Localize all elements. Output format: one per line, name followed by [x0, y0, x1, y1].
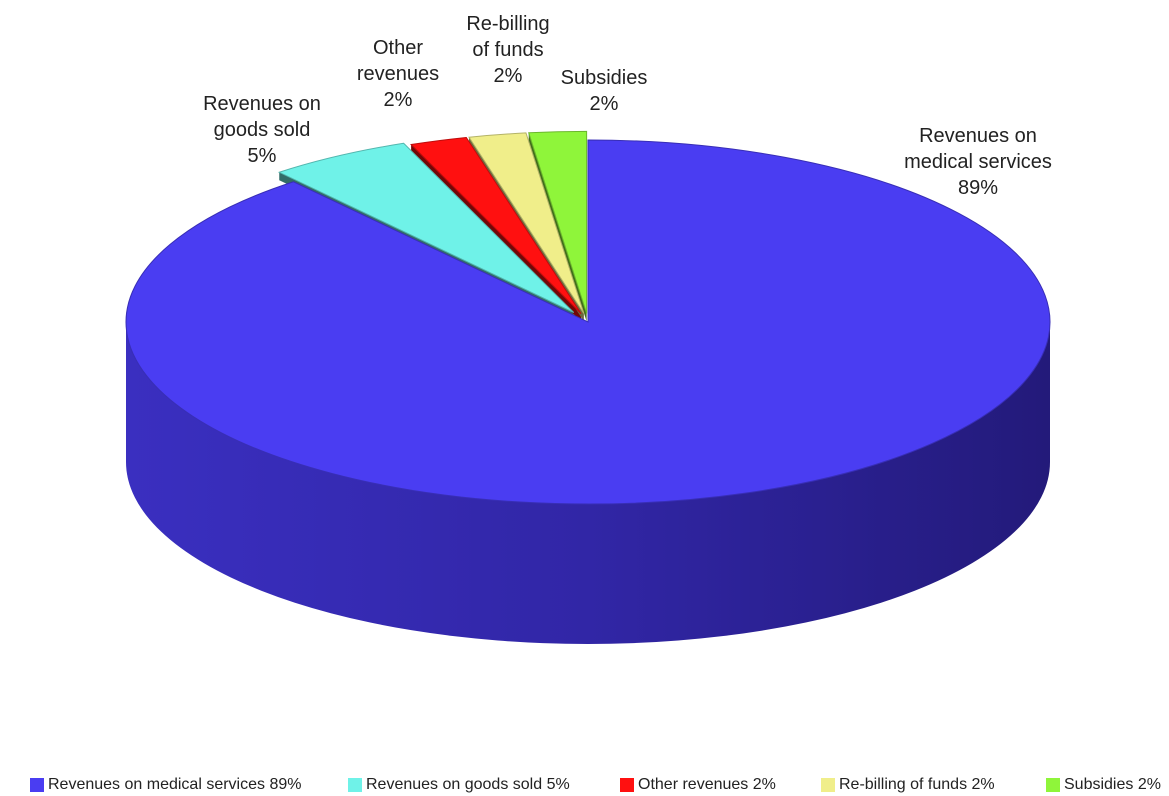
slice-other-revenues	[410, 136, 582, 315]
slice-label-revenues-on-medical-services: Revenues on medical services 89%	[904, 125, 1052, 199]
legend-label: Subsidies 2%	[1064, 776, 1161, 793]
legend-item-subsidies: Subsidies 2%	[1046, 776, 1161, 794]
slice-label-line: goods sold	[214, 119, 311, 141]
slice-label-line: Other	[373, 37, 423, 59]
slice-percent-subsidies: 2%	[590, 93, 619, 115]
legend-label: Revenues on goods sold 5%	[366, 776, 570, 793]
legend-item-revenues-on-medical-services: Revenues on medical services 89%	[30, 776, 301, 794]
legend: Revenues on medical services 89% Revenues…	[0, 776, 1169, 796]
slice-percent-revenues-on-medical-services: 89%	[958, 177, 998, 199]
legend-swatch	[30, 778, 44, 792]
slice-label-line: Revenues on	[919, 125, 1037, 147]
slice-label-line: revenues	[357, 63, 439, 85]
legend-label: Revenues on medical services 89%	[48, 776, 302, 793]
slice-side-subsidies	[528, 132, 587, 322]
slice-label-other-revenues: Other revenues 2%	[357, 37, 439, 111]
slice-percent-re-billing-of-funds: 2%	[494, 65, 523, 87]
slice-label-line: of funds	[472, 39, 543, 61]
slice-subsidies	[528, 130, 588, 314]
legend-label: Re-billing of funds 2%	[839, 776, 995, 793]
slice-side-revenues-on-medical-services	[126, 322, 1050, 644]
slice-label-re-billing-of-funds: Re-billing of funds 2%	[466, 13, 549, 87]
slice-label-line: medical services	[904, 151, 1052, 173]
slice-labels: Revenues on medical services 89%Revenues o…	[203, 13, 1052, 199]
slice-label-revenues-on-goods-sold: Revenues on goods sold 5%	[203, 93, 321, 167]
slice-re-billing-of-funds	[468, 132, 585, 314]
legend-label: Other revenues 2%	[638, 776, 776, 793]
slice-label-line: Revenues on	[203, 93, 321, 115]
slice-percent-other-revenues: 2%	[384, 89, 413, 111]
legend-item-re-billing-of-funds: Re-billing of funds 2%	[821, 776, 995, 794]
legend-swatch	[821, 778, 835, 792]
pie-slices	[125, 130, 1051, 505]
legend-swatch	[348, 778, 362, 792]
slice-label-subsidies: Subsidies 2%	[561, 67, 648, 115]
legend-swatch	[1046, 778, 1060, 792]
slice-label-line: Subsidies	[561, 67, 648, 89]
slice-revenues-on-medical-services	[125, 139, 1051, 505]
legend-swatch	[620, 778, 634, 792]
slice-percent-revenues-on-goods-sold: 5%	[248, 145, 277, 167]
slice-label-line: Re-billing	[466, 13, 549, 35]
legend-item-other-revenues: Other revenues 2%	[620, 776, 776, 794]
slice-revenues-on-goods-sold	[277, 142, 575, 313]
legend-item-revenues-on-goods-sold: Revenues on goods sold 5%	[348, 776, 570, 794]
